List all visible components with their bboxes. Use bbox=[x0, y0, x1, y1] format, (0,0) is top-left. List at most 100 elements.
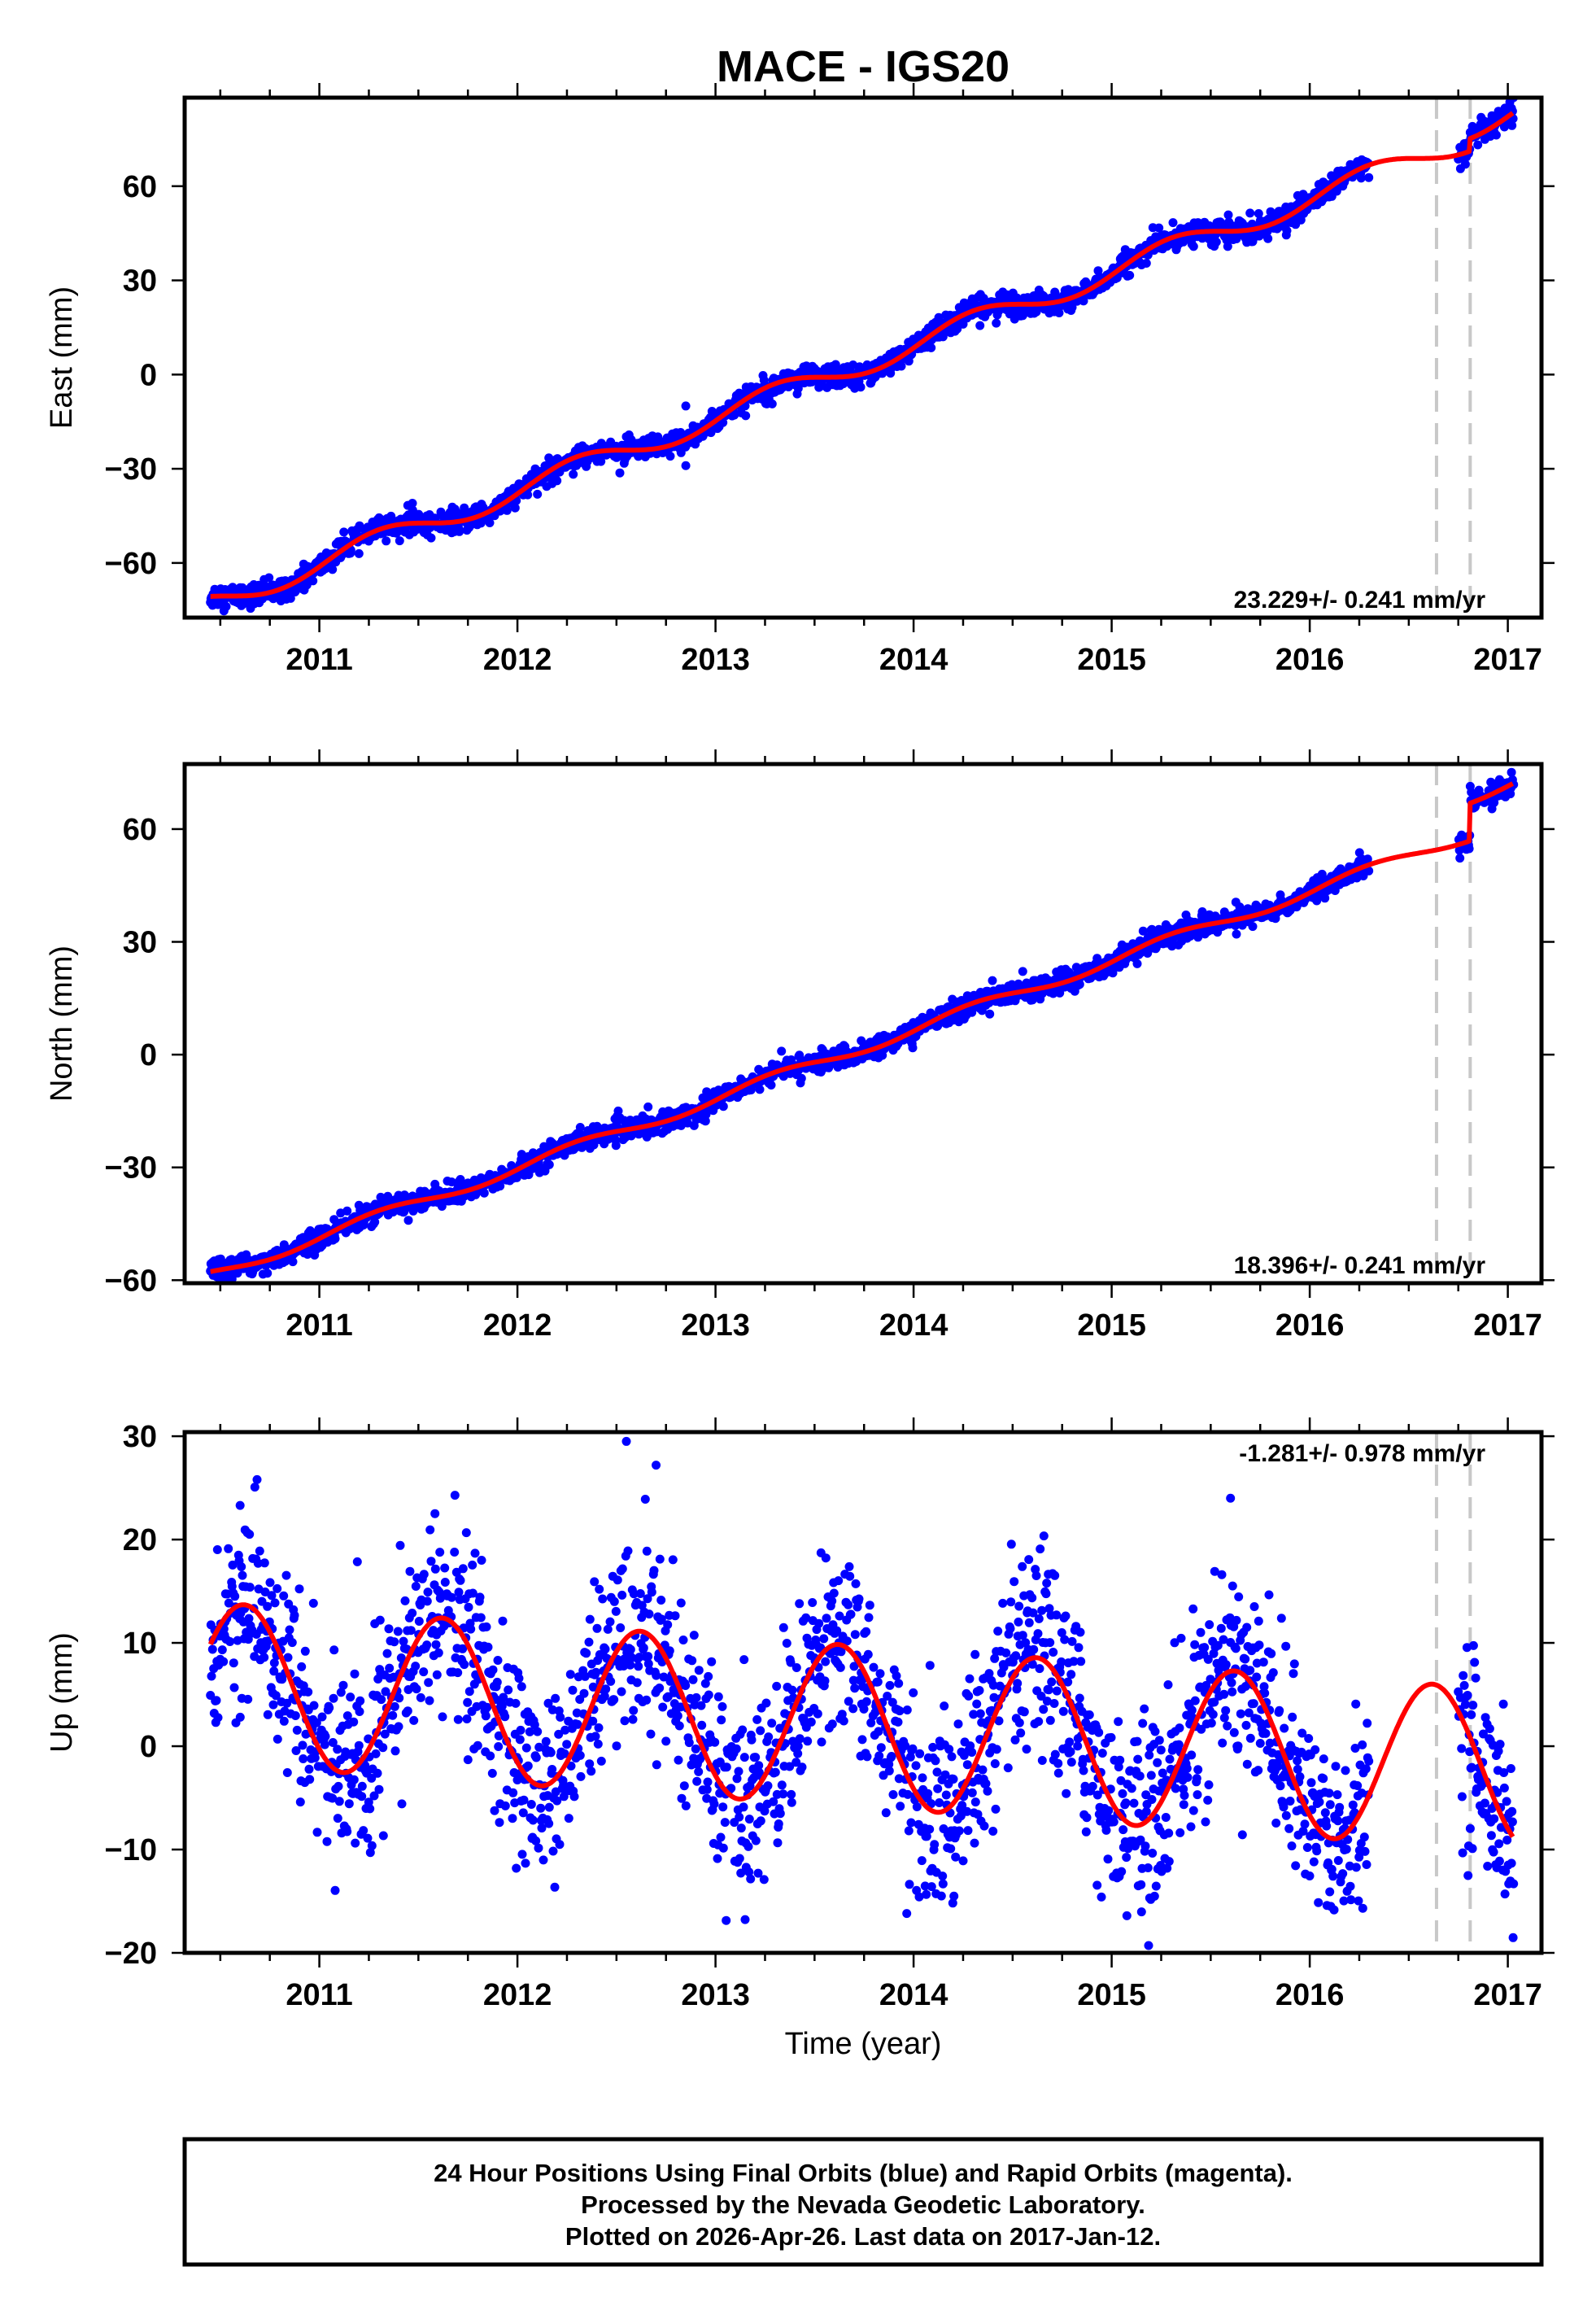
data-point bbox=[661, 1736, 671, 1746]
data-point bbox=[692, 1776, 702, 1786]
data-point bbox=[1254, 209, 1263, 218]
data-point bbox=[582, 1649, 591, 1658]
data-point bbox=[796, 1073, 806, 1083]
data-point bbox=[703, 1777, 713, 1787]
y-tick-label: 30 bbox=[123, 926, 157, 960]
data-point bbox=[268, 1700, 278, 1710]
data-point bbox=[488, 1665, 498, 1675]
data-point bbox=[684, 1738, 694, 1748]
data-point bbox=[255, 1546, 264, 1556]
data-point bbox=[594, 1723, 604, 1732]
data-point bbox=[629, 1705, 639, 1715]
data-point bbox=[1491, 130, 1501, 140]
data-point bbox=[1460, 159, 1470, 169]
data-point bbox=[273, 1583, 282, 1593]
data-point bbox=[486, 1751, 495, 1761]
data-point bbox=[646, 1729, 656, 1739]
data-point bbox=[297, 1662, 307, 1671]
data-point bbox=[694, 1767, 704, 1776]
data-point bbox=[1188, 242, 1198, 251]
data-point bbox=[517, 1682, 526, 1692]
data-point bbox=[328, 565, 338, 574]
data-point bbox=[279, 1716, 289, 1726]
data-point bbox=[1473, 140, 1483, 150]
data-point bbox=[238, 1570, 247, 1580]
data-point bbox=[435, 1548, 445, 1557]
data-point bbox=[371, 1749, 381, 1758]
data-point bbox=[211, 1696, 221, 1705]
data-point bbox=[245, 1583, 255, 1592]
data-point bbox=[334, 1797, 344, 1806]
data-point bbox=[1282, 226, 1292, 235]
data-point bbox=[377, 1695, 386, 1705]
x-tick-label: 2012 bbox=[483, 1308, 552, 1343]
data-point bbox=[485, 518, 495, 527]
data-point bbox=[224, 1544, 233, 1553]
data-point bbox=[295, 1797, 305, 1807]
data-point bbox=[1232, 929, 1241, 939]
data-point bbox=[344, 1799, 354, 1809]
data-point bbox=[475, 1592, 485, 1602]
data-point bbox=[464, 1602, 473, 1612]
plot-area bbox=[206, 1432, 1519, 1953]
data-point bbox=[502, 505, 512, 515]
data-point bbox=[508, 1814, 517, 1823]
data-point bbox=[665, 1646, 674, 1656]
data-point bbox=[595, 1584, 604, 1594]
data-point bbox=[611, 1141, 621, 1151]
data-point bbox=[588, 1716, 598, 1726]
data-point bbox=[606, 1676, 616, 1686]
y-tick-label: 60 bbox=[123, 170, 157, 204]
y-tick-label: 0 bbox=[140, 1038, 157, 1072]
data-point bbox=[632, 1678, 642, 1688]
data-point bbox=[373, 1768, 382, 1778]
data-point bbox=[992, 318, 1001, 328]
data-point bbox=[309, 1701, 319, 1710]
data-point bbox=[552, 476, 562, 486]
data-point bbox=[717, 1701, 727, 1711]
data-point bbox=[623, 1546, 633, 1556]
data-point bbox=[382, 1649, 392, 1658]
data-point bbox=[342, 1206, 352, 1216]
data-point bbox=[908, 1043, 918, 1053]
data-point bbox=[425, 1525, 435, 1535]
data-point bbox=[1018, 967, 1027, 976]
data-point bbox=[575, 1750, 585, 1760]
data-point bbox=[856, 382, 866, 392]
data-point bbox=[221, 601, 231, 611]
panel-up: 2011 2012 2013 2014 2015 2016 2017−20−10010203… bbox=[45, 1417, 1555, 2012]
plot-area bbox=[206, 764, 1519, 1283]
data-point bbox=[1464, 844, 1474, 854]
data-point bbox=[365, 1804, 375, 1814]
data-point bbox=[569, 469, 578, 479]
data-point bbox=[639, 1643, 648, 1653]
data-point bbox=[264, 573, 274, 583]
data-point bbox=[536, 1803, 546, 1813]
data-point bbox=[678, 1636, 688, 1644]
data-point bbox=[1356, 173, 1366, 183]
panel-north: 2011 2012 2013 2014 2015 2016 2017−60−3003060N… bbox=[45, 749, 1555, 1343]
data-point bbox=[237, 1562, 246, 1571]
data-point bbox=[422, 1596, 432, 1606]
data-point bbox=[658, 1702, 668, 1712]
data-point bbox=[279, 1591, 289, 1601]
data-point bbox=[497, 1701, 507, 1711]
data-point bbox=[689, 1631, 699, 1640]
data-point bbox=[569, 1792, 579, 1802]
data-point bbox=[548, 1846, 558, 1856]
data-point bbox=[1455, 854, 1465, 863]
data-point bbox=[755, 1085, 765, 1094]
data-point bbox=[722, 1915, 731, 1925]
data-point bbox=[681, 1681, 691, 1690]
data-point bbox=[634, 1662, 643, 1671]
data-point bbox=[517, 1850, 527, 1859]
data-point bbox=[519, 1795, 529, 1805]
data-point bbox=[598, 1594, 608, 1604]
data-point bbox=[354, 548, 364, 558]
data-point bbox=[411, 1662, 421, 1671]
data-point bbox=[217, 1645, 227, 1655]
data-point bbox=[716, 1832, 726, 1842]
data-point bbox=[670, 1611, 680, 1621]
data-point bbox=[1245, 208, 1255, 218]
data-point bbox=[229, 1658, 238, 1668]
